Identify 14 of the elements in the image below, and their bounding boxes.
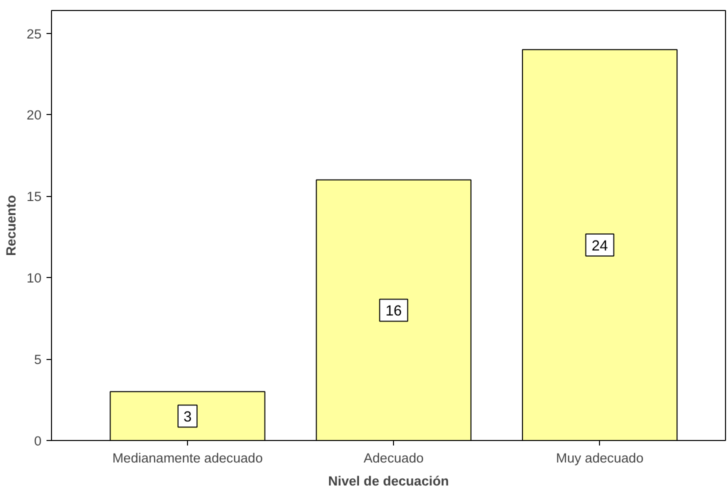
y-tick-label: 25	[26, 26, 42, 42]
data-label: 3	[183, 410, 192, 426]
data-label: 16	[386, 304, 402, 320]
y-tick-label: 5	[34, 352, 42, 368]
y-tick-label: 20	[26, 108, 42, 123]
y-axis-title: Recuento	[4, 195, 19, 256]
y-tick-label: 15	[26, 189, 42, 204]
data-label: 24	[592, 238, 608, 255]
y-tick-label: 0	[34, 434, 42, 448]
x-tick-label: Adecuado	[364, 450, 424, 466]
x-tick-label: Muy adecuado	[556, 450, 644, 466]
x-tick-label: Medianamente adecuado	[112, 450, 263, 466]
x-axis-title: Nivel de decuación	[328, 474, 449, 488]
y-tick-label: 10	[26, 270, 42, 286]
